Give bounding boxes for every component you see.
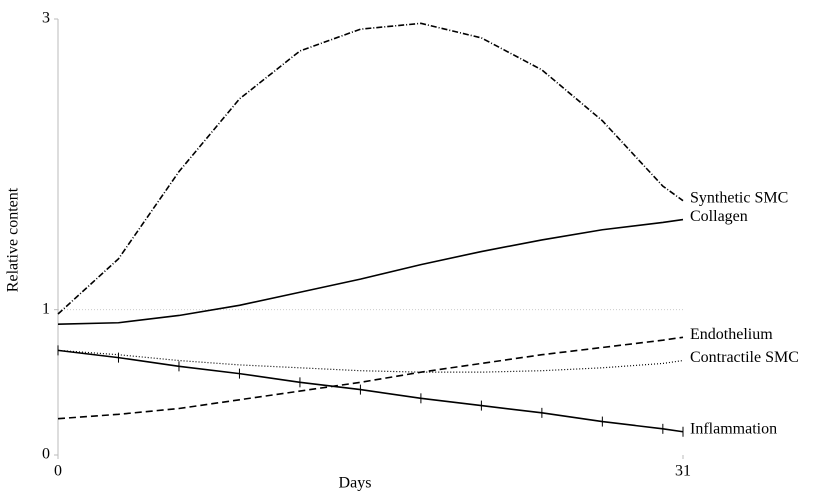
x-tick-label: 31 — [675, 463, 691, 480]
series-label: Collagen — [690, 208, 748, 225]
series-label: Endothelium — [690, 326, 773, 343]
x-tick-label: 0 — [54, 463, 62, 480]
series-line — [57, 349, 684, 373]
series-line — [57, 349, 684, 433]
series-label: Contractile SMC — [690, 349, 799, 366]
x-axis-label: Days — [339, 475, 372, 492]
y-tick-label: 3 — [42, 10, 50, 27]
series-label: Inflammation — [690, 420, 777, 437]
series-line — [57, 22, 684, 315]
y-axis-label: Relative content — [5, 187, 22, 292]
series-line — [57, 336, 684, 420]
series-line — [57, 218, 684, 325]
series-label: Synthetic SMC — [690, 189, 788, 206]
y-tick-label: 1 — [42, 300, 50, 317]
y-tick-label: 0 — [42, 446, 50, 463]
